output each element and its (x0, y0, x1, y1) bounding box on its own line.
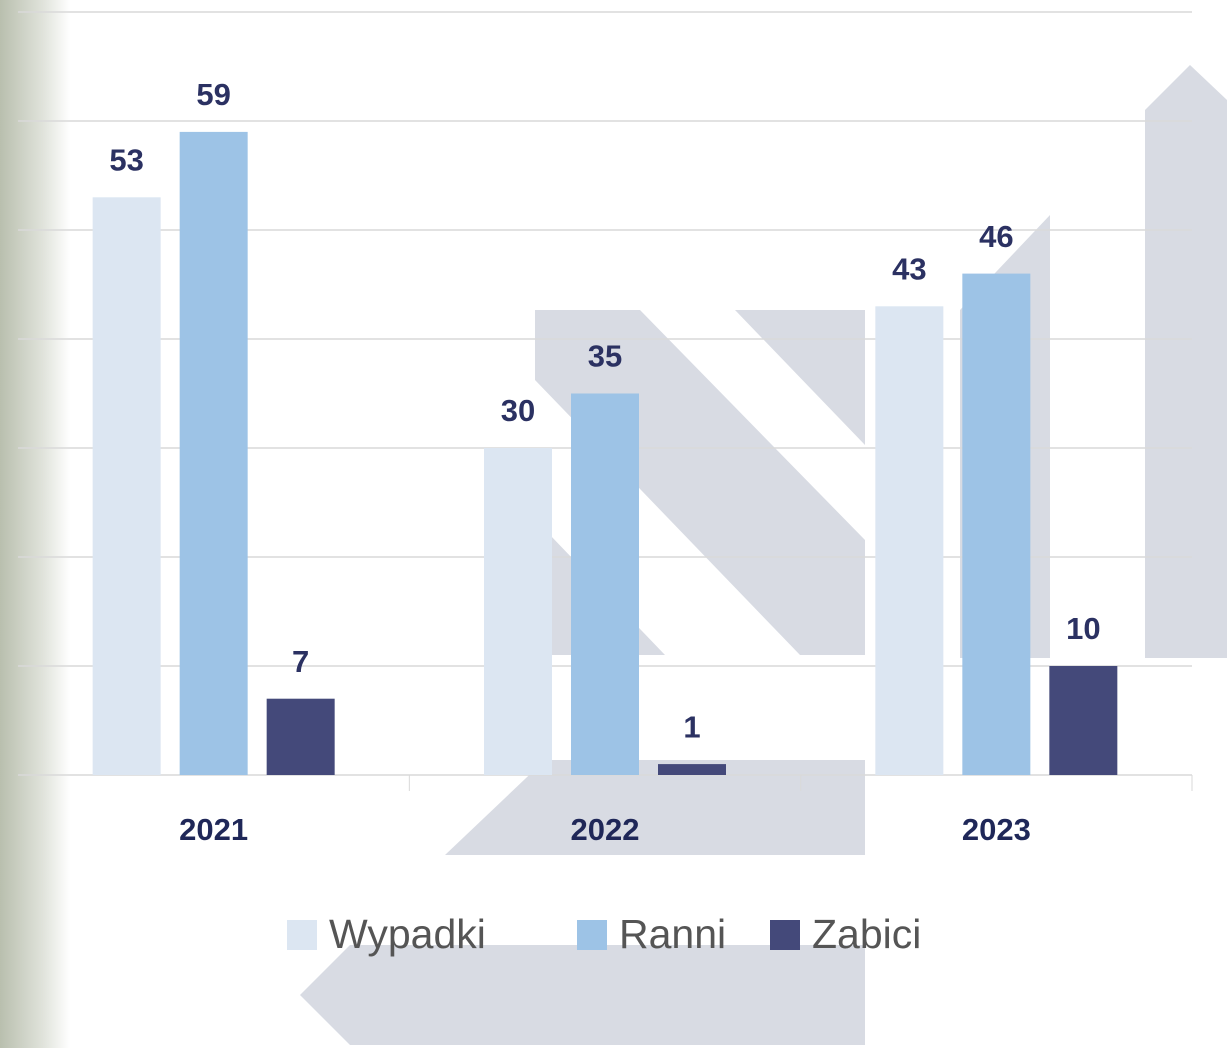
data-label: 7 (292, 644, 309, 679)
legend-swatch (770, 920, 800, 950)
data-label: 59 (196, 77, 230, 112)
data-label: 35 (588, 339, 622, 374)
bar (658, 764, 726, 775)
data-label: 30 (501, 393, 535, 428)
bar (962, 274, 1030, 775)
legend-swatch (287, 920, 317, 950)
bar (180, 132, 248, 775)
data-label: 10 (1066, 611, 1100, 646)
x-tick-label: 2021 (179, 812, 248, 847)
chart: 2021 53 59 7 2022 30 35 1 2023 43 46 10 Wypadki Ranni… (0, 0, 1227, 1048)
data-label: 43 (892, 251, 926, 286)
data-label: 46 (979, 219, 1013, 254)
bar (571, 394, 639, 776)
x-tick-label: 2023 (962, 812, 1031, 847)
data-label: 1 (683, 709, 700, 744)
legend-swatch (577, 920, 607, 950)
bar (875, 306, 943, 775)
bar (267, 699, 335, 775)
bar (1049, 666, 1117, 775)
bar (93, 197, 161, 775)
bar (484, 448, 552, 775)
legend-label: Ranni (619, 911, 726, 957)
x-tick-label: 2022 (571, 812, 640, 847)
data-label: 53 (109, 142, 143, 177)
legend-label: Wypadki (329, 911, 486, 957)
legend-label: Zabici (812, 911, 921, 957)
